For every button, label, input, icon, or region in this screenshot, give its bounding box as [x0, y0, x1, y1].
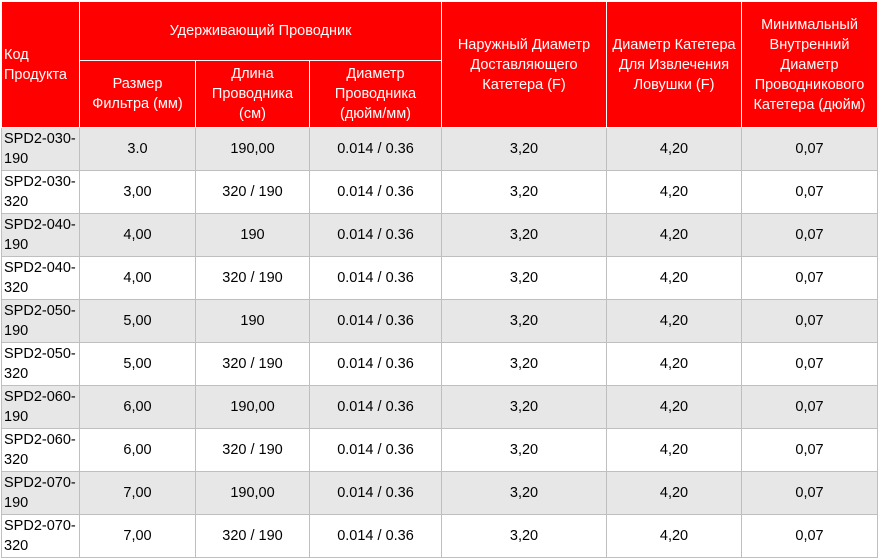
cell-filter-size: 3,00 [79, 170, 196, 214]
cell-wire-diameter: 0.014 / 0.36 [309, 127, 442, 171]
cell-retrieval-catheter-diameter: 4,20 [606, 514, 742, 558]
cell-filter-size: 7,00 [79, 471, 196, 515]
header-wire-length: Длина Проводника (см) [195, 60, 310, 128]
cell-min-guide-catheter-id: 0,07 [741, 385, 878, 429]
table-row: SPD2-040-190 4,00 190 0.014 / 0.36 3,20 4,20 0… [1, 213, 878, 257]
cell-product-code: SPD2-050-190 [1, 299, 80, 343]
header-row-sub: Размер Фильтра (мм) Длина Проводника (см… [2, 60, 878, 128]
cell-min-guide-catheter-id: 0,07 [741, 299, 878, 343]
cell-delivery-catheter-od: 3,20 [441, 514, 607, 558]
cell-wire-diameter: 0.014 / 0.36 [309, 428, 442, 472]
cell-product-code: SPD2-070-190 [1, 471, 80, 515]
cell-wire-diameter: 0.014 / 0.36 [309, 170, 442, 214]
table-row: SPD2-050-190 5,00 190 0.014 / 0.36 3,20 4,20 0… [1, 299, 878, 343]
cell-min-guide-catheter-id: 0,07 [741, 170, 878, 214]
header-retrieval-catheter-diameter: Диаметр Катетера Для Извлечения Ловушки … [606, 1, 742, 128]
cell-wire-length: 320 / 190 [195, 256, 310, 300]
cell-wire-length: 190,00 [195, 471, 310, 515]
cell-delivery-catheter-od: 3,20 [441, 385, 607, 429]
table-row: SPD2-030-320 3,00 320 / 190 0.014 / 0.36 3,2… [1, 170, 878, 214]
header-min-guide-catheter-id: Минимальный Внутренний Диаметр Проводник… [741, 1, 878, 128]
cell-retrieval-catheter-diameter: 4,20 [606, 385, 742, 429]
cell-wire-diameter: 0.014 / 0.36 [309, 385, 442, 429]
cell-min-guide-catheter-id: 0,07 [741, 127, 878, 171]
cell-product-code: SPD2-040-190 [1, 213, 80, 257]
cell-retrieval-catheter-diameter: 4,20 [606, 213, 742, 257]
header-retaining-wire: Удерживающий Проводник [79, 1, 442, 61]
cell-product-code: SPD2-060-320 [1, 428, 80, 472]
table-header: Код Продукта Удерживающий Проводник Нару… [1, 1, 878, 128]
cell-retrieval-catheter-diameter: 4,20 [606, 471, 742, 515]
cell-product-code: SPD2-060-190 [1, 385, 80, 429]
cell-wire-diameter: 0.014 / 0.36 [309, 514, 442, 558]
header-filter-size: Размер Фильтра (мм) [79, 60, 196, 128]
cell-filter-size: 4,00 [79, 213, 196, 257]
cell-product-code: SPD2-040-320 [1, 256, 80, 300]
table-row: SPD2-070-320 7,00 320 / 190 0.014 / 0.36 3,2… [1, 514, 878, 558]
cell-filter-size: 5,00 [79, 299, 196, 343]
cell-delivery-catheter-od: 3,20 [441, 299, 607, 343]
cell-retrieval-catheter-diameter: 4,20 [606, 428, 742, 472]
cell-filter-size: 7,00 [79, 514, 196, 558]
cell-wire-diameter: 0.014 / 0.36 [309, 471, 442, 515]
cell-product-code: SPD2-070-320 [1, 514, 80, 558]
table-row: SPD2-030-190 3.0 190,00 0.014 / 0.36 3,20 4,2… [1, 127, 878, 171]
table-row: SPD2-060-190 6,00 190,00 0.014 / 0.36 3,20 4,… [1, 385, 878, 429]
table-row: SPD2-040-320 4,00 320 / 190 0.014 / 0.36 3,2… [1, 256, 878, 300]
cell-min-guide-catheter-id: 0,07 [741, 256, 878, 300]
cell-wire-diameter: 0.014 / 0.36 [309, 342, 442, 386]
cell-product-code: SPD2-050-320 [1, 342, 80, 386]
table-body: SPD2-030-190 3.0 190,00 0.014 / 0.36 3,20 4,2… [1, 127, 878, 558]
cell-retrieval-catheter-diameter: 4,20 [606, 170, 742, 214]
cell-retrieval-catheter-diameter: 4,20 [606, 299, 742, 343]
cell-delivery-catheter-od: 3,20 [441, 213, 607, 257]
cell-min-guide-catheter-id: 0,07 [741, 514, 878, 558]
header-row-top: Код Продукта Удерживающий Проводник Нару… [1, 1, 878, 128]
cell-delivery-catheter-od: 3,20 [441, 428, 607, 472]
table-row: SPD2-070-190 7,00 190,00 0.014 / 0.36 3,20 4,… [1, 471, 878, 515]
cell-min-guide-catheter-id: 0,07 [741, 213, 878, 257]
cell-retrieval-catheter-diameter: 4,20 [606, 256, 742, 300]
cell-wire-length: 320 / 190 [195, 514, 310, 558]
cell-wire-diameter: 0.014 / 0.36 [309, 256, 442, 300]
cell-delivery-catheter-od: 3,20 [441, 170, 607, 214]
cell-wire-length: 190,00 [195, 127, 310, 171]
header-wire-diameter: Диаметр Проводника (дюйм/мм) [309, 60, 442, 128]
cell-filter-size: 3.0 [79, 127, 196, 171]
cell-retrieval-catheter-diameter: 4,20 [606, 342, 742, 386]
cell-filter-size: 5,00 [79, 342, 196, 386]
cell-wire-length: 320 / 190 [195, 170, 310, 214]
header-delivery-catheter-od: Наружный Диаметр Доставляющего Катетера … [441, 1, 607, 128]
cell-retrieval-catheter-diameter: 4,20 [606, 127, 742, 171]
cell-min-guide-catheter-id: 0,07 [741, 428, 878, 472]
cell-filter-size: 6,00 [79, 428, 196, 472]
cell-product-code: SPD2-030-190 [1, 127, 80, 171]
cell-filter-size: 4,00 [79, 256, 196, 300]
cell-wire-length: 320 / 190 [195, 428, 310, 472]
table-row: SPD2-060-320 6,00 320 / 190 0.014 / 0.36 3,2… [1, 428, 878, 472]
cell-delivery-catheter-od: 3,20 [441, 342, 607, 386]
cell-wire-length: 190,00 [195, 385, 310, 429]
header-product-code: Код Продукта [1, 1, 80, 128]
cell-filter-size: 6,00 [79, 385, 196, 429]
cell-delivery-catheter-od: 3,20 [441, 471, 607, 515]
cell-min-guide-catheter-id: 0,07 [741, 471, 878, 515]
cell-wire-length: 190 [195, 299, 310, 343]
cell-product-code: SPD2-030-320 [1, 170, 80, 214]
cell-delivery-catheter-od: 3,20 [441, 256, 607, 300]
cell-wire-length: 320 / 190 [195, 342, 310, 386]
cell-wire-diameter: 0.014 / 0.36 [309, 299, 442, 343]
cell-delivery-catheter-od: 3,20 [441, 127, 607, 171]
cell-min-guide-catheter-id: 0,07 [741, 342, 878, 386]
cell-wire-diameter: 0.014 / 0.36 [309, 213, 442, 257]
cell-wire-length: 190 [195, 213, 310, 257]
table-row: SPD2-050-320 5,00 320 / 190 0.014 / 0.36 3,2… [1, 342, 878, 386]
